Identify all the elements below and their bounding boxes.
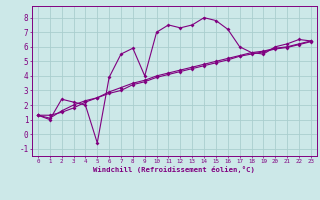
X-axis label: Windchill (Refroidissement éolien,°C): Windchill (Refroidissement éolien,°C)	[93, 166, 255, 173]
